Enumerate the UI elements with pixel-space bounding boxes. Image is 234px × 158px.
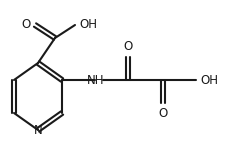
Text: O: O — [22, 18, 31, 31]
Text: NH: NH — [87, 73, 105, 86]
Text: OH: OH — [200, 73, 218, 86]
Text: N: N — [34, 124, 42, 137]
Text: O: O — [158, 107, 168, 120]
Text: OH: OH — [79, 18, 97, 31]
Text: O: O — [123, 40, 133, 53]
